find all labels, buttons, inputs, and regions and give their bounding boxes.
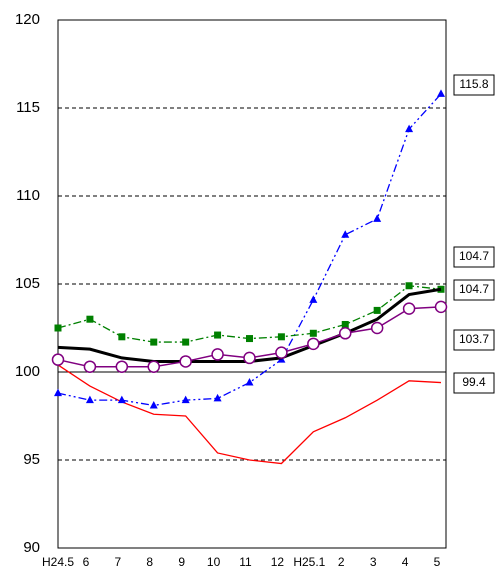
x-tick-label: 9 [178,555,185,569]
data-label: 104.7 [459,249,489,263]
marker [54,388,62,397]
marker [275,346,288,359]
marker [437,89,445,97]
marker [246,335,253,343]
x-tick-label: 7 [114,555,121,569]
marker [149,400,158,409]
marker [182,338,190,346]
x-tick-label: 11 [239,555,252,569]
marker [213,393,222,402]
marker [370,321,384,335]
series [57,287,442,363]
marker [405,282,413,290]
label-box [453,279,495,301]
marker [86,315,94,323]
x-tick-label: 2 [338,555,345,569]
data-label: 115.8 [459,77,488,91]
marker [341,320,349,328]
label-box [453,74,495,96]
marker [341,230,350,238]
marker [118,333,126,341]
marker [179,355,192,368]
marker [373,214,382,222]
marker [309,295,318,303]
marker [181,395,190,404]
marker [51,353,65,366]
marker [339,327,352,340]
y-tick-label: 90 [23,539,40,556]
data-label: 104.7 [459,282,489,296]
marker [150,338,158,346]
marker [54,324,62,332]
x-tick-label: H24.5 [42,555,74,569]
series [54,89,445,409]
marker [211,348,224,361]
series-line [57,287,442,363]
marker [117,395,126,404]
x-tick-label: 10 [207,555,221,569]
data-label: 99.4 [462,375,486,389]
label-box [453,372,495,394]
marker [83,360,97,373]
y-tick-label: 120 [15,11,40,28]
marker [373,306,381,314]
y-tick-label: 110 [16,187,40,204]
series [51,300,448,373]
marker [309,329,317,337]
marker [243,351,256,365]
x-tick-label: 8 [146,555,153,569]
label-box [453,246,495,268]
marker [307,337,320,351]
y-tick-label: 115 [16,99,40,116]
data-label: 103.7 [459,332,489,346]
marker [245,378,254,386]
marker [434,300,448,314]
marker [402,302,416,315]
marker [405,124,414,133]
y-tick-label: 105 [15,275,40,292]
marker [277,333,285,341]
x-tick-label: H25.1 [293,555,325,569]
x-tick-label: 12 [271,555,285,569]
marker [85,395,94,404]
x-tick-label: 5 [434,555,441,569]
label-box [453,329,495,351]
x-tick-label: 6 [83,555,90,569]
marker [214,331,222,339]
x-tick-label: 4 [402,555,409,569]
marker [115,360,129,373]
y-tick-label: 95 [23,451,40,468]
marker [147,360,160,373]
y-tick-label: 100 [15,363,40,380]
x-tick-label: 3 [370,555,377,569]
